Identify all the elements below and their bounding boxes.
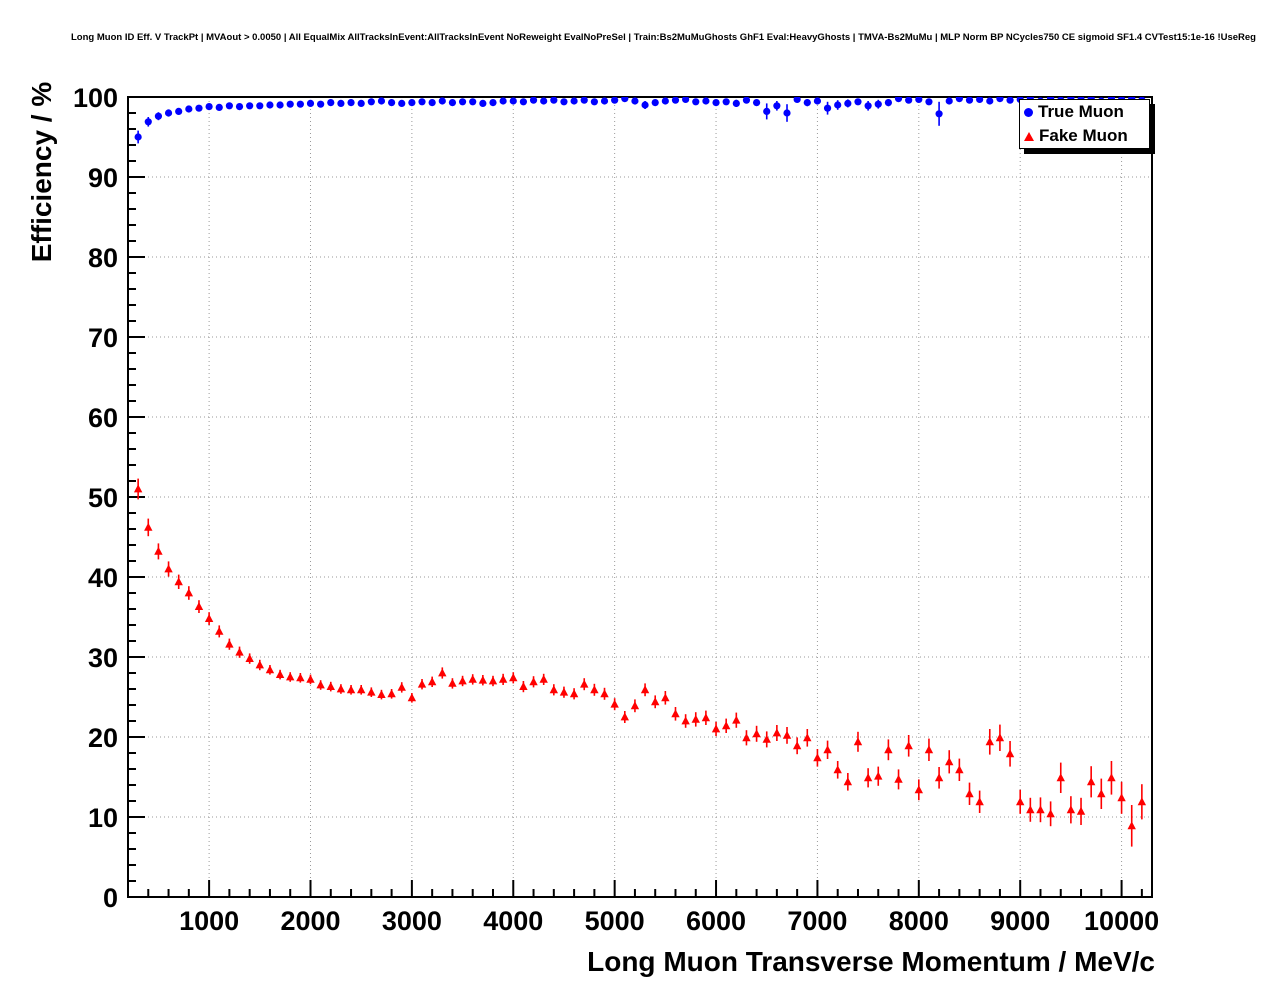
- legend-entry-true-muon: True Muon: [1020, 100, 1149, 124]
- legend-label-fake-muon: Fake Muon: [1039, 126, 1128, 145]
- y-axis-title: Efficiency / %: [26, 81, 57, 263]
- legend: True Muon Fake Muon: [1019, 99, 1150, 149]
- svg-text:70: 70: [88, 323, 118, 353]
- svg-text:7000: 7000: [787, 906, 847, 936]
- plot-header: Long Muon ID Eff. V TrackPt | MVAout > 0…: [71, 32, 1256, 43]
- plot-frame: [127, 96, 1153, 898]
- svg-text:0: 0: [103, 883, 118, 913]
- series-fake-muon: [133, 478, 1147, 847]
- svg-text:80: 80: [88, 243, 118, 273]
- fake-muon-marker-icon: [1024, 131, 1034, 141]
- svg-text:8000: 8000: [889, 906, 949, 936]
- svg-text:10000: 10000: [1084, 906, 1159, 936]
- legend-label-true-muon: True Muon: [1038, 102, 1124, 121]
- svg-text:90: 90: [88, 163, 118, 193]
- svg-text:60: 60: [88, 403, 118, 433]
- svg-text:100: 100: [73, 83, 118, 113]
- x-axis-title: Long Muon Transverse Momentum / MeV/c: [587, 946, 1155, 977]
- svg-text:5000: 5000: [585, 906, 645, 936]
- tick-labels: 1000 2000 3000 4000 5000 6000 7000 8000 9000 1000…: [73, 83, 1159, 936]
- true-muon-marker-icon: [1024, 107, 1033, 117]
- svg-text:50: 50: [88, 483, 118, 513]
- svg-text:9000: 9000: [990, 906, 1050, 936]
- svg-text:40: 40: [88, 563, 118, 593]
- svg-text:1000: 1000: [179, 906, 239, 936]
- legend-entry-fake-muon: Fake Muon: [1020, 124, 1149, 148]
- svg-text:30: 30: [88, 643, 118, 673]
- svg-text:3000: 3000: [382, 906, 442, 936]
- svg-text:10: 10: [88, 803, 118, 833]
- svg-text:2000: 2000: [280, 906, 340, 936]
- svg-text:6000: 6000: [686, 906, 746, 936]
- svg-text:4000: 4000: [483, 906, 543, 936]
- svg-text:20: 20: [88, 723, 118, 753]
